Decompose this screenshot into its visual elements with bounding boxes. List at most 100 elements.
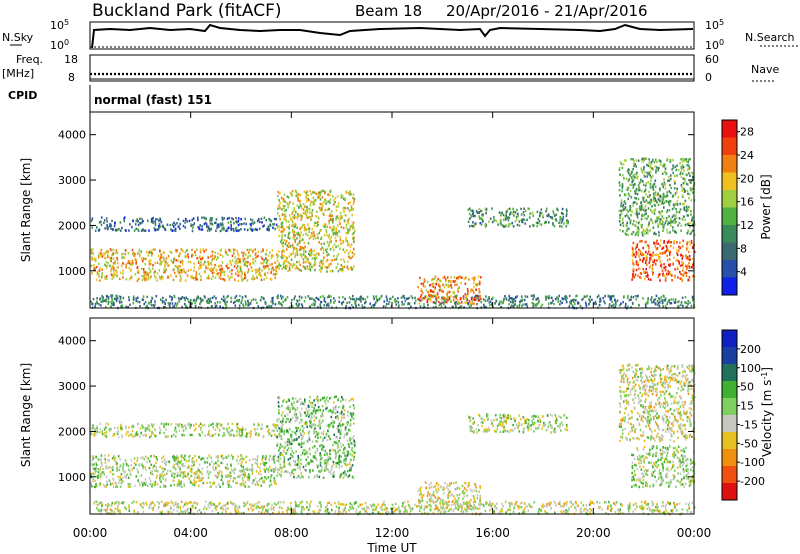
- data-cell: [231, 275, 233, 279]
- data-cell: [177, 225, 180, 228]
- data-cell: [666, 259, 669, 262]
- data-cell: [435, 305, 437, 309]
- data-cell: [106, 295, 109, 298]
- data-cell: [320, 237, 322, 240]
- data-cell: [518, 220, 521, 223]
- data-cell: [662, 192, 665, 196]
- data-cell: [221, 216, 224, 219]
- data-cell: [300, 215, 303, 218]
- data-cell: [285, 240, 288, 243]
- data-cell: [140, 257, 143, 260]
- data-cell: [297, 243, 299, 246]
- data-cell: [142, 274, 145, 278]
- data-cell: [246, 279, 249, 282]
- data-cell: [676, 249, 678, 252]
- data-cell: [566, 296, 568, 300]
- data-cell: [345, 304, 347, 308]
- data-cell: [101, 430, 104, 433]
- data-cell: [440, 298, 443, 302]
- data-cell: [215, 461, 217, 464]
- data-cell: [662, 274, 664, 277]
- data-cell: [302, 212, 304, 215]
- data-cell: [351, 225, 353, 228]
- data-cell: [131, 425, 133, 429]
- data-cell: [447, 284, 450, 287]
- data-cell: [185, 427, 187, 430]
- data-cell: [172, 454, 175, 458]
- data-cell: [195, 471, 197, 474]
- data-cell: [253, 221, 256, 224]
- data-cell: [678, 304, 680, 308]
- data-cell: [532, 302, 535, 306]
- data-cell: [182, 474, 185, 477]
- data-cell: [94, 268, 96, 272]
- data-cell: [220, 506, 222, 509]
- data-cell: [288, 226, 290, 229]
- data-cell: [101, 274, 103, 277]
- data-cell: [621, 212, 623, 215]
- data-cell: [240, 454, 243, 458]
- data-cell: [662, 202, 664, 205]
- data-cell: [191, 248, 193, 252]
- data-cell: [241, 431, 243, 434]
- data-cell: [173, 229, 176, 232]
- data-cell: [353, 229, 356, 233]
- data-cell: [521, 221, 524, 224]
- data-cell: [173, 268, 175, 271]
- data-cell: [239, 474, 242, 477]
- data-cell: [352, 202, 355, 206]
- data-cell: [206, 260, 209, 263]
- data-cell: [186, 510, 188, 513]
- data-cell: [143, 271, 145, 274]
- data-cell: [681, 194, 684, 197]
- data-cell: [499, 218, 502, 222]
- data-cell: [661, 182, 663, 186]
- data-cell: [651, 510, 653, 513]
- data-cell: [131, 263, 134, 266]
- data-cell: [642, 267, 645, 271]
- data-cell: [163, 271, 165, 274]
- data-cell: [620, 302, 622, 305]
- data-cell: [184, 299, 186, 302]
- data-cell: [221, 475, 223, 478]
- data-cell: [124, 470, 126, 473]
- data-cell: [324, 225, 326, 228]
- data-cell: [229, 250, 232, 253]
- data-cell: [668, 253, 671, 257]
- data-cell: [271, 511, 274, 515]
- data-cell: [683, 202, 685, 206]
- data-cell: [213, 266, 215, 270]
- colorbar-swatch: [722, 120, 737, 138]
- data-cell: [668, 176, 670, 179]
- data-cell: [117, 504, 119, 508]
- data-cell: [226, 296, 228, 299]
- data-cell: [254, 483, 257, 486]
- data-cell: [179, 271, 181, 274]
- data-cell: [457, 301, 460, 304]
- data-cell: [118, 481, 120, 485]
- data-cell: [631, 301, 634, 305]
- data-cell: [102, 467, 104, 471]
- data-cell: [202, 424, 204, 427]
- data-cell: [173, 456, 176, 459]
- data-cell: [680, 229, 682, 232]
- data-cell: [304, 260, 307, 264]
- data-cell: [342, 248, 345, 251]
- data-cell: [300, 269, 302, 272]
- data-cell: [533, 295, 535, 298]
- data-cell: [184, 218, 187, 221]
- data-cell: [312, 231, 315, 234]
- data-cell: [628, 194, 631, 197]
- data-cell: [652, 263, 654, 267]
- data-cell: [233, 503, 236, 506]
- data-cell: [690, 239, 693, 243]
- data-cell: [669, 273, 672, 276]
- data-cell: [233, 229, 235, 233]
- data-cell: [223, 217, 225, 220]
- data-cell: [184, 454, 186, 457]
- data-cell: [163, 305, 165, 309]
- data-cell: [657, 203, 660, 207]
- data-cell: [223, 270, 226, 273]
- data-cell: [201, 225, 203, 228]
- data-cell: [170, 228, 172, 231]
